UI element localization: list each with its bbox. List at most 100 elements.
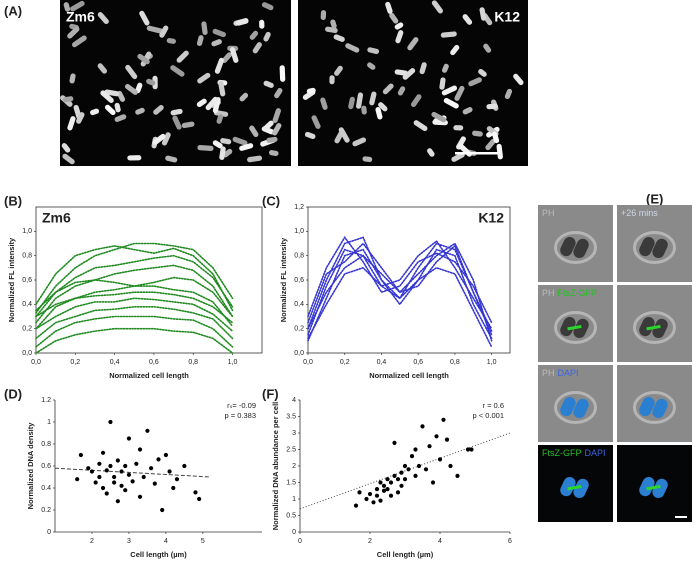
data-point	[119, 483, 124, 488]
cell	[212, 140, 223, 149]
cell	[330, 19, 337, 29]
cell	[375, 107, 383, 120]
cell	[652, 478, 668, 499]
cell	[172, 115, 182, 130]
data-point	[444, 437, 450, 442]
cell	[197, 72, 211, 84]
data-point	[423, 467, 429, 472]
cell	[272, 108, 281, 124]
y-tick-label: 0,4	[22, 301, 32, 308]
data-point	[156, 457, 161, 462]
data-point	[89, 469, 95, 474]
cell	[395, 30, 404, 44]
x-tick-label: 0,2	[70, 359, 80, 366]
data-point	[126, 436, 132, 441]
data-point	[395, 490, 401, 495]
cell	[259, 19, 265, 29]
y-tick-label: 0,6	[22, 277, 32, 284]
profile-line	[35, 242, 234, 314]
data-point	[137, 494, 143, 499]
data-point	[104, 491, 109, 496]
cell	[431, 0, 443, 14]
cell	[483, 43, 492, 53]
data-point	[93, 480, 98, 485]
data-point	[171, 485, 176, 491]
cell	[304, 131, 316, 140]
cell	[362, 156, 373, 163]
cell	[62, 153, 75, 165]
cell	[333, 34, 345, 42]
cell	[127, 155, 142, 161]
cell	[266, 136, 278, 143]
data-point	[427, 444, 432, 449]
data-point	[182, 463, 187, 469]
x-tick-label: 6	[508, 538, 512, 545]
cell	[139, 10, 150, 26]
stat-annotation: p = 0.383	[225, 411, 257, 420]
x-tick-label: 0	[298, 538, 302, 545]
y-tick-label: 1,0	[22, 228, 32, 235]
data-point	[441, 417, 446, 422]
tile-label-part: PH	[542, 208, 555, 218]
data-point	[409, 454, 415, 459]
cell	[221, 52, 232, 63]
data-point	[160, 507, 165, 513]
cell	[639, 476, 655, 497]
tile-label-part: FtsZ-GFP	[558, 288, 598, 298]
y-tick-label: 2.5	[286, 446, 296, 453]
data-point	[197, 496, 202, 502]
x-tick-label: 4	[164, 538, 168, 545]
y-tick-label: 0,8	[294, 253, 304, 260]
data-point	[174, 477, 180, 482]
cell	[146, 78, 156, 86]
data-point	[430, 480, 436, 485]
profile-line	[35, 315, 234, 348]
scale-bar	[675, 516, 687, 518]
cell	[176, 50, 189, 63]
cell	[239, 92, 249, 102]
cell	[235, 18, 249, 26]
tile-label-part: FtsZ-GFP	[542, 448, 582, 458]
panel-label: (C)	[262, 193, 280, 208]
x-tick-label: 0,0	[31, 359, 41, 366]
cell	[137, 53, 150, 65]
data-point	[112, 474, 117, 480]
tile-label: PH DAPI	[542, 368, 579, 378]
cell	[146, 25, 164, 34]
cell	[513, 73, 524, 86]
data-point	[437, 457, 443, 462]
cell	[311, 115, 321, 129]
cell-outline	[554, 391, 597, 424]
data-point	[167, 469, 172, 474]
y-tick-label: 0.2	[41, 507, 51, 514]
data-point	[448, 463, 453, 469]
cell	[454, 85, 465, 101]
micrographs	[60, 0, 528, 166]
data-point	[367, 491, 373, 497]
cell	[427, 148, 435, 157]
data-point	[100, 450, 106, 455]
cell	[451, 152, 465, 162]
cell	[441, 85, 458, 96]
profile-line	[35, 264, 234, 324]
cell	[385, 1, 393, 14]
x-tick-label: 0,6	[149, 359, 159, 366]
y-tick-label: 0,2	[22, 326, 32, 333]
cell	[478, 68, 487, 77]
cell	[67, 26, 80, 39]
cell	[153, 104, 164, 115]
panel-label: (F)	[262, 386, 279, 401]
cell	[329, 75, 335, 85]
data-point	[374, 487, 380, 492]
cell	[356, 92, 364, 109]
cell	[263, 31, 271, 42]
cell	[573, 398, 589, 419]
data-point	[123, 488, 128, 493]
cell	[407, 37, 419, 51]
cell	[639, 236, 655, 257]
data-point	[399, 483, 404, 488]
data-point	[385, 477, 390, 482]
cell	[479, 7, 487, 21]
panel-label: (D)	[4, 386, 22, 401]
data-point	[130, 479, 135, 484]
